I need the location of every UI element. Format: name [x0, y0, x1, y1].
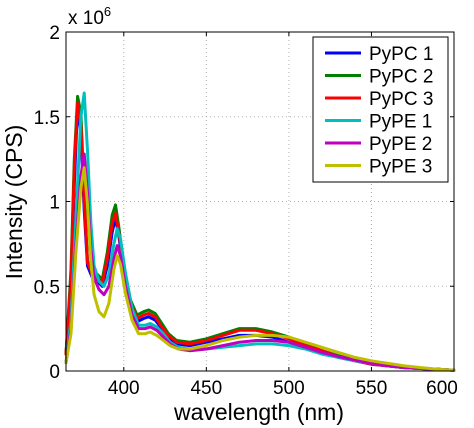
series-lines [64, 91, 456, 372]
y-tick-label: 2 [49, 23, 60, 44]
series-line-pype-3 [64, 166, 456, 372]
y-multiplier-base: x 10 [68, 8, 104, 29]
y-tick-label: 0 [49, 362, 60, 383]
y-tick-label: 1 [49, 193, 60, 214]
x-tick-label: 500 [273, 378, 305, 399]
legend-label: PyPC 2 [369, 67, 433, 88]
legend-label: PyPE 1 [369, 112, 432, 133]
x-tick-label: 400 [108, 378, 140, 399]
legend-label: PyPE 3 [369, 157, 432, 178]
legend-label: PyPC 3 [369, 89, 433, 110]
legend-box [312, 36, 449, 183]
y-multiplier-exponent: 6 [104, 4, 111, 19]
x-tick-label: 550 [356, 378, 388, 399]
y-tick-label: 1.5 [34, 108, 60, 129]
axis-ticks: 400 450 500 550 600 0 0.5 1 1.5 2 [34, 23, 458, 399]
y-tick-label: 0.5 [34, 277, 60, 298]
legend-label: PyPC 1 [369, 44, 433, 65]
x-tick-label: 600 [426, 378, 458, 399]
y-axis-label: Intensity (CPS) [1, 125, 27, 280]
legend-label: PyPE 2 [369, 134, 432, 155]
x-axis-label: wavelength (nm) [173, 399, 344, 425]
y-axis-multiplier: x 106 [68, 4, 111, 29]
x-tick-label: 450 [190, 378, 222, 399]
